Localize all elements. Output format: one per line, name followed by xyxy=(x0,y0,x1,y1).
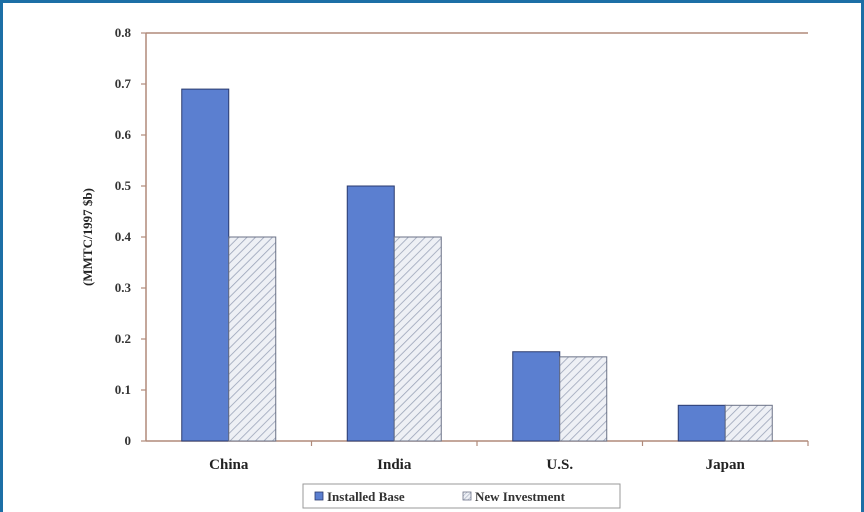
legend-label-installed-base: Installed Base xyxy=(327,489,405,504)
x-category-label: Japan xyxy=(706,457,746,473)
legend-box xyxy=(302,483,621,509)
frame-border-right xyxy=(861,0,864,512)
frame-border-top xyxy=(0,0,864,3)
x-category-label: China xyxy=(209,457,249,473)
y-tick-label: 0.6 xyxy=(115,127,132,142)
legend: Installed Base New Investment xyxy=(302,483,621,509)
legend-swatch-new-investment xyxy=(462,491,472,501)
legend-swatch-installed-base xyxy=(314,491,324,501)
frame-border-left xyxy=(0,0,3,512)
plot-area: 0 0.1 0.2 0.3 0.4 0.5 0.6 0.7 0.8 China India U.S. J… xyxy=(115,25,809,473)
y-tick-label: 0.7 xyxy=(115,76,132,91)
x-category-label: U.S. xyxy=(546,457,573,473)
bar-new-investment xyxy=(724,404,773,442)
bar-installed-base xyxy=(346,185,395,442)
y-tick-label: 0 xyxy=(125,433,132,448)
bar-new-investment xyxy=(559,356,608,442)
bar-new-investment xyxy=(228,236,277,442)
bar-installed-base xyxy=(512,351,561,442)
x-category-label: India xyxy=(377,457,412,473)
y-tick-label: 0.5 xyxy=(115,178,132,193)
bar-new-investment xyxy=(393,236,442,442)
y-tick-label: 0.8 xyxy=(115,25,132,40)
y-tick-label: 0.4 xyxy=(115,229,132,244)
y-tick-label: 0.2 xyxy=(115,331,131,346)
y-axis-title: (MMTC/1997 $b) xyxy=(80,188,95,286)
bar-installed-base xyxy=(181,88,230,442)
y-tick-label: 0.3 xyxy=(115,280,132,295)
y-tick-label: 0.1 xyxy=(115,382,131,397)
bar-installed-base xyxy=(677,404,726,442)
legend-label-new-investment: New Investment xyxy=(475,489,566,504)
